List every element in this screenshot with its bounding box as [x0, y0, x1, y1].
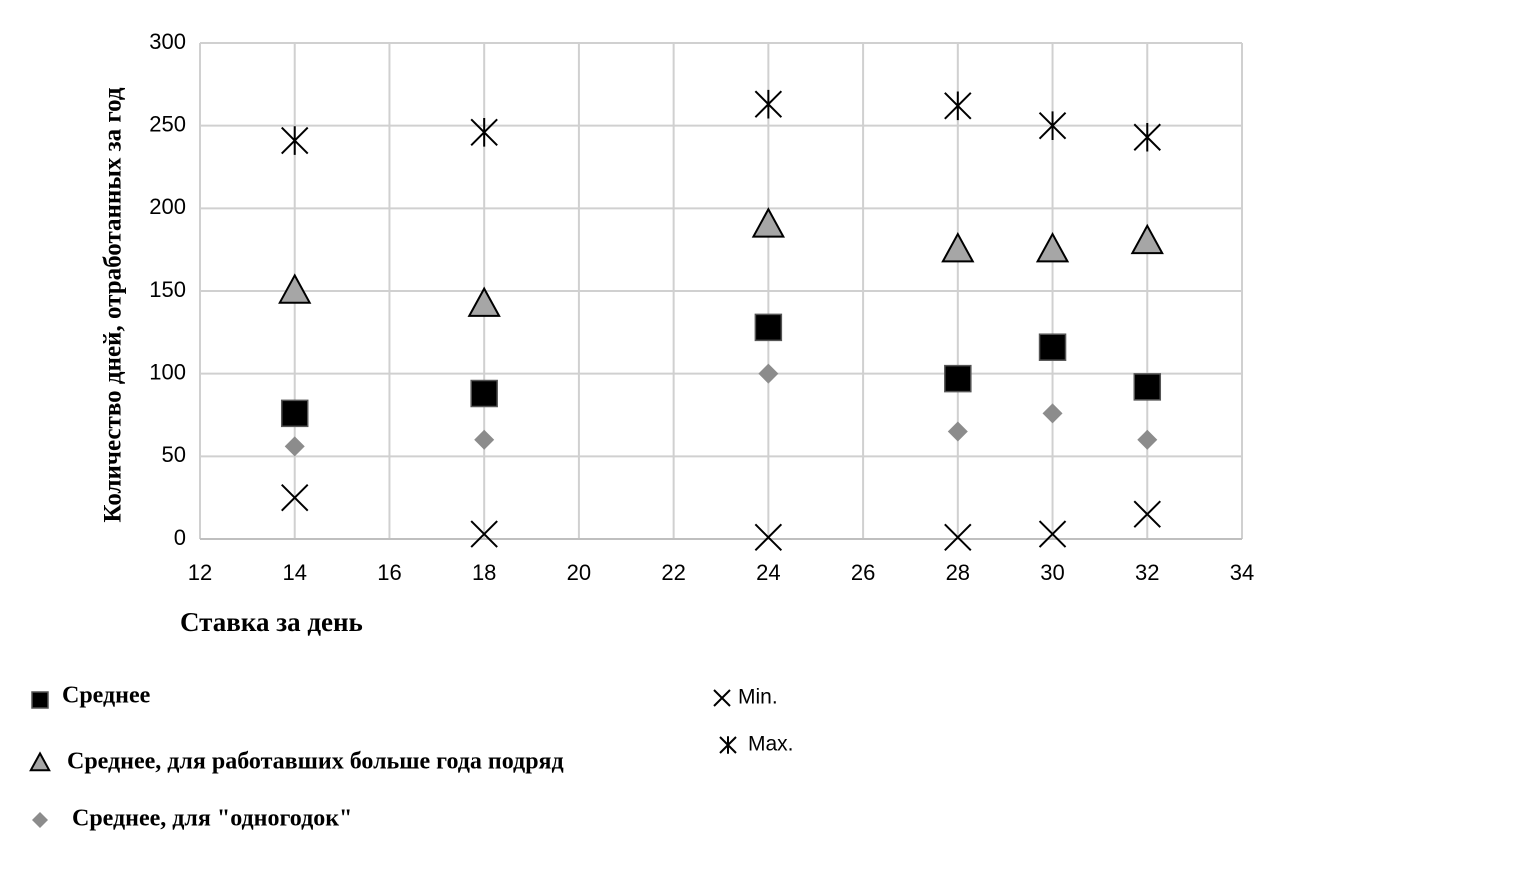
point	[278, 273, 312, 304]
point	[751, 207, 786, 238]
x-tick-label: 22	[661, 560, 685, 585]
x-tick-label: 18	[472, 560, 496, 585]
y-axis-label: Количество дней, отработанных за год	[100, 87, 127, 522]
x-axis-label: Ставка за день	[180, 607, 363, 637]
point	[758, 363, 779, 384]
point	[1130, 223, 1164, 255]
x-tick-label: 34	[1230, 560, 1254, 585]
point	[281, 483, 309, 512]
legend-marker	[31, 691, 49, 709]
point	[754, 523, 783, 552]
point	[1133, 373, 1162, 401]
legend-label: Среднее, для работавших больше года подр…	[67, 749, 564, 775]
point	[470, 520, 498, 548]
y-tick-label: 50	[162, 442, 186, 467]
y-tick-label: 100	[149, 359, 186, 384]
point	[1133, 500, 1161, 528]
y-tick-label: 300	[149, 29, 186, 54]
y-tick-label: 250	[149, 111, 186, 136]
x-tick-label: 16	[377, 560, 401, 585]
point	[1137, 429, 1158, 450]
point	[1038, 111, 1067, 140]
x-tick-label: 32	[1135, 560, 1159, 585]
x-tick-label: 24	[756, 560, 780, 585]
point	[754, 89, 783, 119]
legend-label: Min.	[738, 686, 778, 709]
legend-label: Среднее	[62, 683, 151, 709]
legend-marker	[719, 736, 737, 754]
point	[1038, 333, 1067, 361]
y-tick-label: 0	[174, 525, 186, 550]
point	[467, 286, 501, 317]
legend-marker	[713, 689, 731, 707]
point	[470, 117, 498, 147]
legend-marker	[29, 751, 51, 772]
legend-marker	[32, 812, 48, 828]
x-tick-label: 28	[946, 560, 970, 585]
point	[280, 399, 309, 428]
point	[941, 231, 975, 263]
point	[284, 436, 305, 457]
point	[944, 91, 972, 121]
point	[1035, 231, 1070, 263]
x-tick-label: 30	[1040, 560, 1064, 585]
point	[474, 429, 495, 450]
point	[944, 523, 972, 552]
point	[1042, 403, 1063, 424]
x-tick-label: 12	[188, 560, 212, 585]
x-tick-label: 20	[567, 560, 591, 585]
point	[754, 313, 783, 342]
legend-label: Max.	[748, 733, 794, 756]
point	[1038, 520, 1067, 548]
point	[281, 126, 309, 155]
point	[947, 421, 968, 442]
point	[944, 364, 972, 393]
x-tick-label: 26	[851, 560, 875, 585]
point	[1133, 122, 1161, 152]
x-tick-label: 14	[282, 560, 306, 585]
legend-label: Среднее, для "одногодок"	[72, 806, 352, 832]
y-tick-label: 200	[149, 194, 186, 219]
point	[470, 379, 498, 408]
y-tick-label: 150	[149, 277, 186, 302]
